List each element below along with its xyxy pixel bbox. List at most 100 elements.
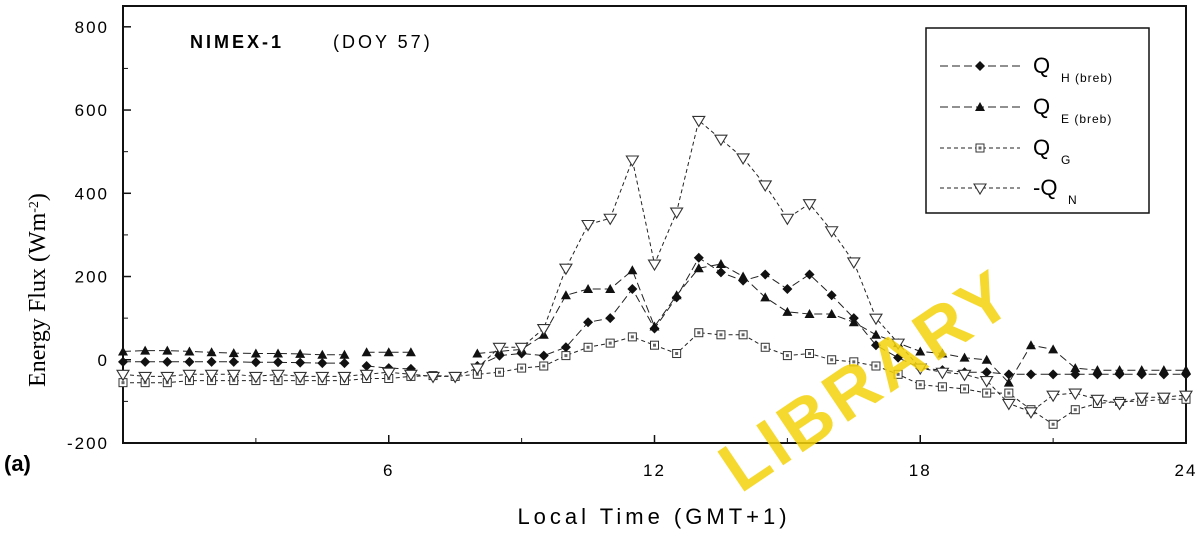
- data-point-triangle: [649, 321, 660, 331]
- data-point-triangle: [782, 306, 793, 316]
- data-point-square-center: [630, 335, 634, 339]
- chart-title: NIMEX-1: [190, 32, 284, 52]
- data-point-triangle: [184, 346, 195, 356]
- data-point-triangle: [848, 317, 859, 327]
- data-point-inverted-triangle: [182, 369, 197, 382]
- data-point-square-center: [978, 146, 982, 150]
- data-point-square-center: [830, 358, 834, 362]
- data-point-triangle: [162, 345, 173, 355]
- data-point-triangle: [560, 290, 571, 300]
- data-point-diamond: [870, 340, 881, 351]
- y-axis: -200 0 200 400 600 800: [67, 18, 131, 453]
- legend-sublabel: G: [1061, 153, 1071, 167]
- data-point-square-center: [874, 364, 878, 368]
- data-point-diamond: [560, 342, 571, 353]
- data-point-triangle: [206, 347, 217, 357]
- data-point-inverted-triangle: [337, 371, 352, 384]
- data-point-inverted-triangle: [581, 219, 596, 232]
- data-point-inverted-triangle: [691, 115, 706, 128]
- data-point-triangle: [1181, 365, 1191, 375]
- data-point-square-center: [542, 364, 546, 368]
- data-point-triangle: [975, 102, 985, 111]
- panel-label: (a): [4, 451, 31, 476]
- data-point-square-center: [675, 352, 679, 356]
- data-point-triangle: [915, 346, 926, 356]
- data-point-inverted-triangle: [846, 257, 861, 270]
- data-point-inverted-triangle: [271, 369, 285, 382]
- data-point-triangle: [295, 348, 306, 358]
- data-point-inverted-triangle: [780, 213, 795, 226]
- x-axis-label: Local Time (GMT+1): [517, 504, 790, 529]
- data-point-diamond: [339, 358, 350, 369]
- data-point-inverted-triangle: [891, 338, 906, 351]
- data-point-square-center: [741, 333, 745, 337]
- data-point-inverted-triangle: [492, 342, 507, 355]
- series-1: [118, 252, 1191, 380]
- y-tick-label: 800: [75, 18, 109, 37]
- legend-item: Q H (breb): [940, 53, 1113, 85]
- data-point-triangle: [1048, 344, 1059, 354]
- watermark: LIBRARY: [705, 254, 1028, 507]
- data-point-diamond: [317, 358, 328, 369]
- data-point-inverted-triangle: [603, 213, 618, 226]
- data-point-triangle: [1158, 365, 1169, 375]
- legend-item: -Q N: [940, 175, 1077, 207]
- data-point-diamond: [583, 317, 594, 328]
- data-point-square-center: [653, 343, 656, 347]
- data-point-inverted-triangle: [138, 371, 153, 384]
- data-point-inverted-triangle: [381, 367, 396, 380]
- data-point-triangle: [1136, 365, 1147, 375]
- data-point-diamond: [273, 357, 284, 368]
- data-point-diamond: [693, 252, 704, 263]
- data-point-inverted-triangle: [957, 369, 972, 382]
- data-point-square-center: [763, 345, 767, 349]
- data-point-square-center: [808, 352, 812, 356]
- data-point-inverted-triangle: [514, 342, 529, 355]
- data-point-square-center: [586, 345, 590, 349]
- data-point-triangle: [472, 348, 483, 358]
- y-tick-label: 600: [75, 101, 109, 120]
- data-point-triangle: [1092, 365, 1103, 375]
- data-point-inverted-triangle: [979, 376, 994, 388]
- data-point-inverted-triangle: [359, 369, 374, 382]
- data-point-diamond: [1025, 369, 1036, 380]
- data-point-triangle: [583, 284, 594, 294]
- data-point-triangle: [870, 329, 881, 339]
- data-point-inverted-triangle: [248, 371, 263, 384]
- series-line: [366, 365, 411, 370]
- data-point-inverted-triangle: [448, 371, 463, 384]
- data-point-triangle: [738, 271, 749, 281]
- data-point-triangle: [339, 349, 350, 359]
- legend-box: [925, 27, 1150, 214]
- x-tick-label: 6: [383, 461, 394, 480]
- legend-label: -Q: [1033, 175, 1057, 200]
- data-point-triangle: [1070, 363, 1081, 373]
- y-tick-label: 400: [75, 184, 109, 203]
- y-tick-label: 0: [98, 351, 109, 370]
- legend-sublabel: E (breb): [1061, 112, 1112, 126]
- y-axis-label: Energy Flux (Wm-2): [25, 193, 51, 387]
- data-point-triangle: [1003, 377, 1014, 387]
- legend-sublabel: H (breb): [1061, 71, 1113, 85]
- data-point-diamond: [605, 313, 616, 324]
- data-point-triangle: [273, 348, 284, 358]
- data-point-inverted-triangle: [1134, 392, 1149, 405]
- data-point-inverted-triangle: [973, 183, 987, 196]
- data-point-triangle: [317, 349, 328, 359]
- data-point-square-center: [1007, 391, 1011, 395]
- data-point-triangle: [361, 347, 372, 357]
- data-point-inverted-triangle: [1156, 392, 1171, 405]
- data-point-square-center: [940, 385, 944, 389]
- data-point-diamond: [826, 290, 837, 301]
- data-point-triangle: [693, 263, 704, 273]
- data-point-triangle: [804, 308, 815, 318]
- data-point-diamond: [140, 356, 151, 367]
- data-point-triangle: [1025, 340, 1036, 350]
- data-point-diamond: [295, 357, 306, 368]
- data-point-square-center: [785, 354, 789, 358]
- data-point-triangle: [627, 265, 638, 275]
- data-point-diamond: [804, 269, 815, 280]
